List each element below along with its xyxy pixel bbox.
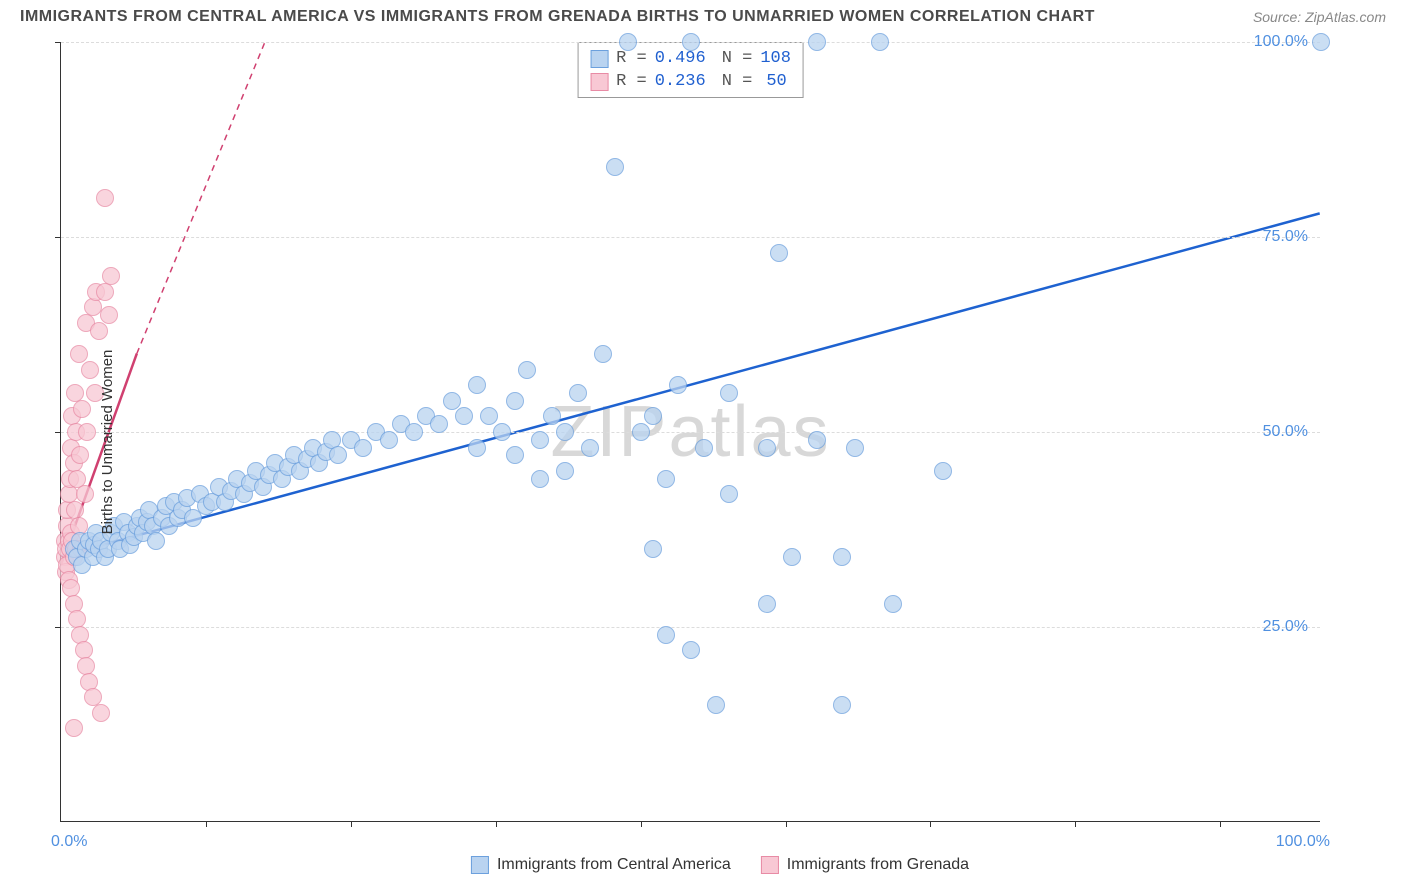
scatter-point	[606, 158, 624, 176]
scatter-point	[96, 189, 114, 207]
scatter-point	[720, 384, 738, 402]
scatter-point	[707, 696, 725, 714]
y-tick-label: 50.0%	[1263, 423, 1308, 441]
scatter-point	[443, 392, 461, 410]
scatter-point	[90, 322, 108, 340]
scatter-point	[506, 392, 524, 410]
y-tick-label: 25.0%	[1263, 618, 1308, 636]
scatter-point	[70, 345, 88, 363]
scatter-point	[884, 595, 902, 613]
scatter-point	[644, 407, 662, 425]
scatter-point	[833, 548, 851, 566]
scatter-point	[556, 462, 574, 480]
scatter-point	[84, 298, 102, 316]
r-value-2: 0.236	[655, 72, 706, 91]
scatter-point	[100, 306, 118, 324]
x-tick-label-max: 100.0%	[1276, 833, 1330, 851]
scatter-point	[468, 376, 486, 394]
scatter-point	[76, 485, 94, 503]
stats-row-series2: R = 0.236 N = 50	[590, 70, 791, 93]
scatter-point	[619, 33, 637, 51]
r-label: R =	[616, 49, 647, 68]
scatter-point	[808, 431, 826, 449]
r-value-1: 0.496	[655, 49, 706, 68]
scatter-point	[430, 415, 448, 433]
source-attribution: Source: ZipAtlas.com	[1253, 9, 1386, 25]
scatter-point	[556, 423, 574, 441]
scatter-point	[657, 626, 675, 644]
swatch-series1	[590, 50, 608, 68]
scatter-point	[569, 384, 587, 402]
scatter-point	[581, 439, 599, 457]
scatter-point	[783, 548, 801, 566]
gridline-h	[61, 627, 1320, 628]
scatter-point	[455, 407, 473, 425]
scatter-point	[493, 423, 511, 441]
scatter-point	[518, 361, 536, 379]
scatter-point	[92, 704, 110, 722]
scatter-point	[695, 439, 713, 457]
scatter-point	[78, 423, 96, 441]
scatter-point	[846, 439, 864, 457]
gridline-h	[61, 237, 1320, 238]
scatter-point	[682, 641, 700, 659]
scatter-point	[405, 423, 423, 441]
legend-item-series2: Immigrants from Grenada	[761, 856, 969, 874]
scatter-point	[871, 33, 889, 51]
y-axis-label: Births to Unmarried Women	[99, 350, 116, 535]
scatter-point	[682, 33, 700, 51]
scatter-point	[531, 470, 549, 488]
r-label: R =	[616, 72, 647, 91]
chart-container: ZIPatlas R = 0.496 N = 108 R = 0.236 N =…	[60, 42, 1380, 842]
scatter-point	[632, 423, 650, 441]
scatter-point	[380, 431, 398, 449]
scatter-point	[594, 345, 612, 363]
scatter-point	[468, 439, 486, 457]
gridline-h	[61, 432, 1320, 433]
swatch-series2	[590, 73, 608, 91]
n-value-1: 108	[760, 49, 791, 68]
scatter-point	[1312, 33, 1330, 51]
n-label: N =	[722, 49, 753, 68]
scatter-point	[758, 439, 776, 457]
scatter-point	[96, 283, 114, 301]
scatter-point	[770, 244, 788, 262]
scatter-point	[669, 376, 687, 394]
scatter-point	[808, 33, 826, 51]
x-tick-label-min: 0.0%	[51, 833, 87, 851]
scatter-point	[543, 407, 561, 425]
scatter-point	[934, 462, 952, 480]
legend-label: Immigrants from Central America	[497, 856, 731, 874]
scatter-point	[657, 470, 675, 488]
scatter-point	[833, 696, 851, 714]
scatter-point	[147, 532, 165, 550]
scatter-point	[480, 407, 498, 425]
bottom-legend: Immigrants from Central America Immigran…	[471, 856, 969, 874]
scatter-point	[644, 540, 662, 558]
scatter-point	[65, 719, 83, 737]
y-tick-label: 100.0%	[1254, 33, 1308, 51]
scatter-point	[329, 446, 347, 464]
plot-area: ZIPatlas R = 0.496 N = 108 R = 0.236 N =…	[60, 42, 1320, 822]
scatter-point	[506, 446, 524, 464]
y-tick-label: 75.0%	[1263, 228, 1308, 246]
scatter-point	[758, 595, 776, 613]
scatter-point	[354, 439, 372, 457]
scatter-point	[102, 267, 120, 285]
swatch-series1	[471, 856, 489, 874]
scatter-point	[531, 431, 549, 449]
n-label: N =	[722, 72, 753, 91]
scatter-point	[73, 400, 91, 418]
n-value-2: 50	[766, 72, 786, 91]
chart-title: IMMIGRANTS FROM CENTRAL AMERICA VS IMMIG…	[20, 8, 1095, 26]
legend-item-series1: Immigrants from Central America	[471, 856, 731, 874]
scatter-point	[81, 361, 99, 379]
scatter-point	[71, 446, 89, 464]
swatch-series2	[761, 856, 779, 874]
scatter-point	[720, 485, 738, 503]
legend-label: Immigrants from Grenada	[787, 856, 969, 874]
